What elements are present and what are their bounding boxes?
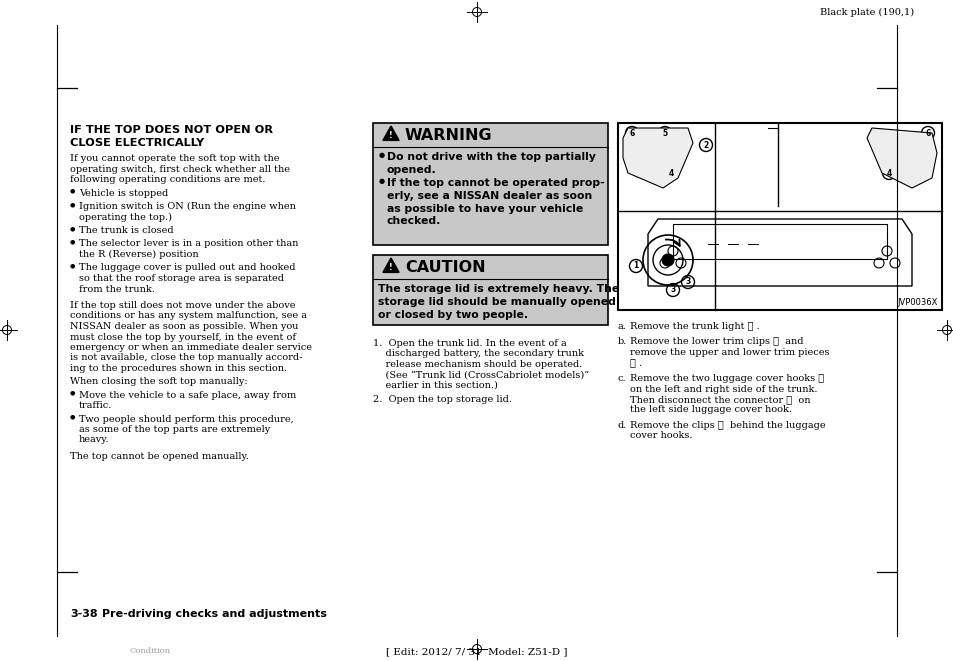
Text: !: ! <box>389 132 393 140</box>
Text: from the trunk.: from the trunk. <box>79 284 154 293</box>
Text: earlier in this section.): earlier in this section.) <box>373 381 497 390</box>
Text: 4: 4 <box>885 169 891 178</box>
Text: so that the roof storage area is separated: so that the roof storage area is separat… <box>79 274 284 283</box>
Text: If you cannot operate the soft top with the: If you cannot operate the soft top with … <box>70 154 279 163</box>
Text: 3-38: 3-38 <box>70 609 97 619</box>
Polygon shape <box>622 128 692 188</box>
Text: CLOSE ELECTRICALLY: CLOSE ELECTRICALLY <box>70 138 204 148</box>
Text: the left side luggage cover hook.: the left side luggage cover hook. <box>629 405 791 414</box>
Text: ●: ● <box>70 391 75 395</box>
Text: The storage lid is extremely heavy. The
storage lid should be manually opened
or: The storage lid is extremely heavy. The … <box>377 284 618 320</box>
Polygon shape <box>382 126 398 140</box>
Text: The selector lever is in a position other than: The selector lever is in a position othe… <box>79 239 298 249</box>
Text: heavy.: heavy. <box>79 436 110 444</box>
Text: ●: ● <box>70 239 75 245</box>
Text: Then disconnect the connector ⑤  on: Then disconnect the connector ⑤ on <box>629 395 810 404</box>
Text: emergency or when an immediate dealer service: emergency or when an immediate dealer se… <box>70 343 312 352</box>
Bar <box>373 147 607 245</box>
Text: on the left and right side of the trunk.: on the left and right side of the trunk. <box>629 385 817 393</box>
Text: must close the top by yourself, in the event of: must close the top by yourself, in the e… <box>70 332 295 342</box>
Text: The trunk is closed: The trunk is closed <box>79 226 173 235</box>
Text: Move the vehicle to a safe place, away from: Move the vehicle to a safe place, away f… <box>79 391 296 399</box>
Text: release mechanism should be operated.: release mechanism should be operated. <box>373 360 581 369</box>
Text: (See “Trunk lid (CrossCabriolet models)”: (See “Trunk lid (CrossCabriolet models)” <box>373 371 589 379</box>
Text: ●: ● <box>70 264 75 268</box>
Text: NISSAN dealer as soon as possible. When you: NISSAN dealer as soon as possible. When … <box>70 322 298 331</box>
Text: ●: ● <box>70 188 75 194</box>
Text: !: ! <box>389 263 393 272</box>
Text: Remove the clips ⑥  behind the luggage: Remove the clips ⑥ behind the luggage <box>629 421 824 430</box>
Text: If the top still does not move under the above: If the top still does not move under the… <box>70 301 295 310</box>
Text: 5: 5 <box>661 128 667 137</box>
Bar <box>618 123 941 310</box>
Text: is not available, close the top manually accord-: is not available, close the top manually… <box>70 354 302 362</box>
Text: Remove the two luggage cover hooks ④: Remove the two luggage cover hooks ④ <box>629 374 823 383</box>
Bar <box>373 279 607 325</box>
Circle shape <box>661 254 673 266</box>
Text: Remove the trunk light ① .: Remove the trunk light ① . <box>629 322 759 331</box>
Polygon shape <box>382 258 398 272</box>
Text: remove the upper and lower trim pieces: remove the upper and lower trim pieces <box>629 348 828 357</box>
Text: Vehicle is stopped: Vehicle is stopped <box>79 188 168 198</box>
Text: Ignition switch is ON (Run the engine when: Ignition switch is ON (Run the engine wh… <box>79 202 295 211</box>
Bar <box>373 255 607 279</box>
Text: ●: ● <box>70 414 75 420</box>
Text: Black plate (190,1): Black plate (190,1) <box>820 8 913 17</box>
Text: 1: 1 <box>633 262 638 270</box>
Text: ●: ● <box>378 152 385 158</box>
Text: 2: 2 <box>702 141 708 149</box>
Text: cover hooks.: cover hooks. <box>629 432 692 440</box>
Text: If the top cannot be operated prop-
erly, see a NISSAN dealer as soon
as possibl: If the top cannot be operated prop- erly… <box>387 178 604 227</box>
Text: c.: c. <box>618 374 626 383</box>
Text: Two people should perform this procedure,: Two people should perform this procedure… <box>79 414 294 424</box>
Text: JVP0036X: JVP0036X <box>897 298 937 307</box>
Text: WARNING: WARNING <box>405 128 492 143</box>
Text: [ Edit: 2012/ 7/ 31  Model: Z51-D ]: [ Edit: 2012/ 7/ 31 Model: Z51-D ] <box>386 647 567 656</box>
Text: ing to the procedures shown in this section.: ing to the procedures shown in this sect… <box>70 364 287 373</box>
Text: ② .: ② . <box>629 358 641 368</box>
Text: When closing the soft top manually:: When closing the soft top manually: <box>70 377 248 387</box>
Text: 3: 3 <box>670 286 675 295</box>
Text: discharged battery, the secondary trunk: discharged battery, the secondary trunk <box>373 350 583 358</box>
Text: 3: 3 <box>684 278 690 286</box>
Text: IF THE TOP DOES NOT OPEN OR: IF THE TOP DOES NOT OPEN OR <box>70 125 273 135</box>
Text: 4: 4 <box>668 169 673 178</box>
Text: Remove the lower trim clips ③  and: Remove the lower trim clips ③ and <box>629 338 802 346</box>
Text: 6: 6 <box>629 128 634 137</box>
Text: 6: 6 <box>924 128 929 137</box>
Text: as some of the top parts are extremely: as some of the top parts are extremely <box>79 425 270 434</box>
Text: ●: ● <box>70 226 75 231</box>
Text: ●: ● <box>378 178 385 184</box>
Text: the R (Reverse) position: the R (Reverse) position <box>79 250 198 259</box>
Text: The luggage cover is pulled out and hooked: The luggage cover is pulled out and hook… <box>79 264 295 272</box>
Text: conditions or has any system malfunction, see a: conditions or has any system malfunction… <box>70 311 307 321</box>
Text: operating switch, first check whether all the: operating switch, first check whether al… <box>70 165 290 173</box>
Text: Pre-driving checks and adjustments: Pre-driving checks and adjustments <box>102 609 327 619</box>
Text: operating the top.): operating the top.) <box>79 212 172 221</box>
Text: Condition: Condition <box>130 647 171 655</box>
Bar <box>373 255 607 325</box>
Text: The top cannot be opened manually.: The top cannot be opened manually. <box>70 452 249 461</box>
Text: 2.  Open the top storage lid.: 2. Open the top storage lid. <box>373 395 512 403</box>
Text: CAUTION: CAUTION <box>405 260 485 274</box>
Text: ●: ● <box>70 202 75 207</box>
Text: 1.  Open the trunk lid. In the event of a: 1. Open the trunk lid. In the event of a <box>373 339 566 348</box>
Bar <box>672 224 886 259</box>
Text: Do not drive with the top partially
opened.: Do not drive with the top partially open… <box>387 152 596 175</box>
Bar <box>373 123 607 245</box>
Text: d.: d. <box>618 421 627 430</box>
Polygon shape <box>866 128 936 188</box>
Text: b.: b. <box>618 338 627 346</box>
Bar <box>373 123 607 147</box>
Text: a.: a. <box>618 322 626 331</box>
Text: following operating conditions are met.: following operating conditions are met. <box>70 175 265 184</box>
Text: traffic.: traffic. <box>79 401 112 410</box>
